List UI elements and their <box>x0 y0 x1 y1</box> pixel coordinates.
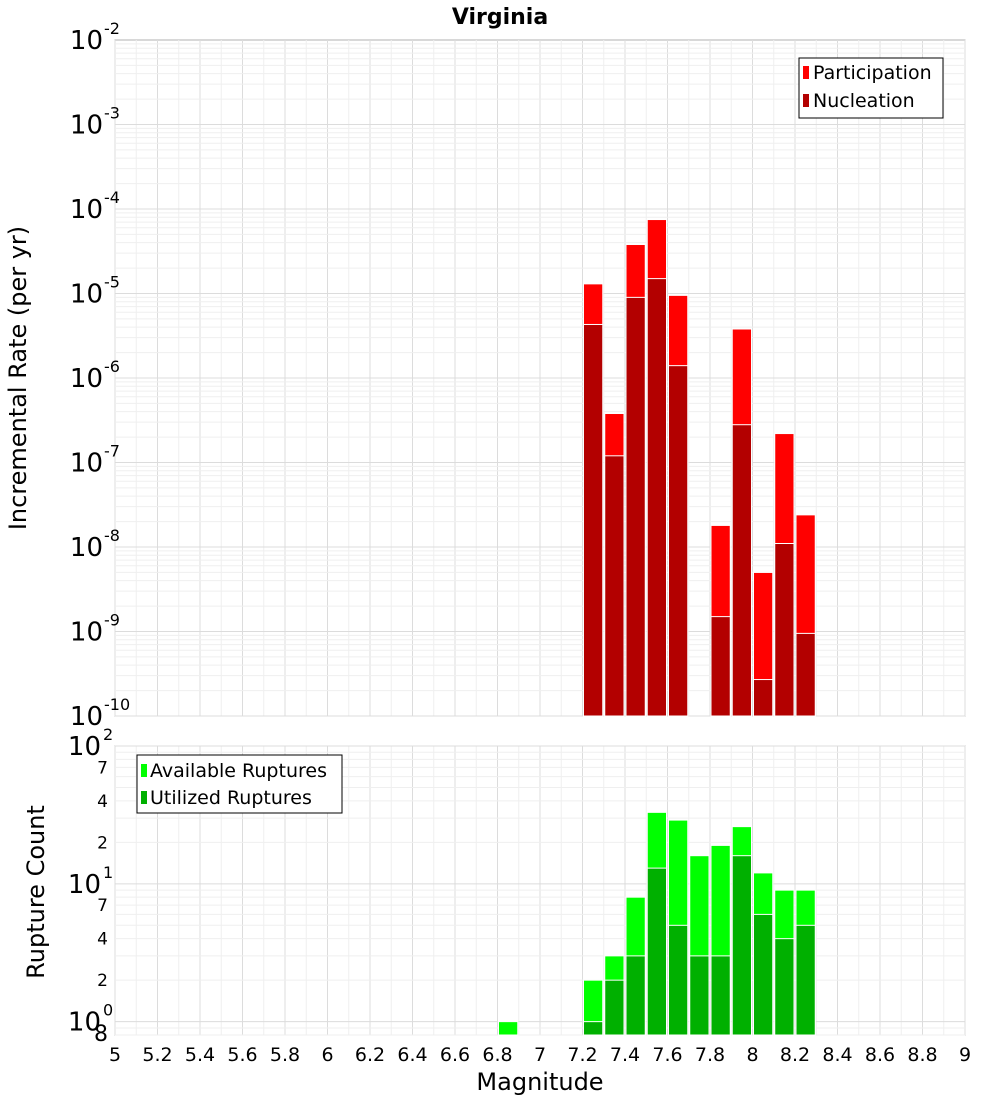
count-bar-utilized-ruptures <box>753 913 774 1036</box>
x-tick-label: 8.2 <box>780 1044 810 1066</box>
x-tick-label: 7.2 <box>567 1044 597 1066</box>
count-bar-utilized-ruptures <box>646 867 667 1036</box>
x-tick-label: 8.6 <box>865 1044 895 1066</box>
rate-y-tick-exponent: -6 <box>104 357 120 376</box>
rate-y-axis-label: Incremental Rate (per yr) <box>4 226 32 530</box>
x-tick-label: 6.4 <box>397 1044 427 1066</box>
x-tick-label: 7.8 <box>695 1044 725 1066</box>
count-y-tick-minor: 4 <box>97 792 108 812</box>
rate-y-tick-exponent: -10 <box>104 695 130 714</box>
count-y-axis-label: Rupture Count <box>22 805 50 979</box>
rate-y-tick-exponent: -2 <box>104 19 120 38</box>
x-tick-label: 5 <box>109 1044 121 1066</box>
rate-y-tick-base: 10 <box>70 618 103 648</box>
count-y-tick-base: 10 <box>68 1008 101 1038</box>
rate-bar-nucleation <box>710 616 731 717</box>
count-y-tick-minor: 2 <box>97 833 108 853</box>
rate-y-tick-base: 10 <box>70 702 103 732</box>
count-bar-utilized-ruptures <box>604 979 625 1036</box>
x-tick-label: 6.8 <box>482 1044 512 1066</box>
rate-bar-nucleation <box>604 455 625 717</box>
count-bar-utilized-ruptures <box>731 855 752 1036</box>
count-bar-utilized-ruptures <box>625 955 646 1036</box>
rate-y-tick-base: 10 <box>70 449 103 479</box>
rate-y-tick-base: 10 <box>70 26 103 56</box>
x-tick-label: 7.4 <box>610 1044 640 1066</box>
count-y-tick-exponent: 1 <box>103 863 113 882</box>
count-y-tick-minor: 7 <box>97 896 108 916</box>
count-y-tick-base: 10 <box>68 870 101 900</box>
count-bar-utilized-ruptures <box>774 938 795 1036</box>
rate-y-tick-exponent: -5 <box>104 273 120 292</box>
count-y-tick-base: 10 <box>68 732 101 762</box>
legend-swatch-nucleation <box>803 94 809 107</box>
x-axis-label: Magnitude <box>476 1068 603 1096</box>
legend-swatch-utilized <box>141 791 147 804</box>
rate-bar-nucleation <box>795 632 816 717</box>
count-y-tick-exponent: 2 <box>103 725 113 744</box>
rate-y-tick-base: 10 <box>70 111 103 141</box>
x-tick-label: 8.4 <box>822 1044 852 1066</box>
count-y-tick-minor: 2 <box>97 971 108 991</box>
legend-label-nucleation: Nucleation <box>813 90 915 112</box>
count-y-tick-minor: 7 <box>97 758 108 778</box>
rate-bar-nucleation <box>646 278 667 717</box>
count-gridlines <box>114 745 966 1036</box>
rate-y-tick-base: 10 <box>70 280 103 310</box>
rate-bar-nucleation <box>668 365 689 717</box>
rate-y-tick-base: 10 <box>70 533 103 563</box>
x-tick-labels: 5 5.2 5.4 5.6 5.8 6 6.2 6.4 6.6 6.8 7 7.2 7.4 7.6 7.8 8… <box>109 1044 971 1066</box>
count-bar-available-ruptures <box>498 1021 519 1036</box>
x-tick-label: 6.2 <box>355 1044 385 1066</box>
x-tick-label: 9 <box>959 1044 971 1066</box>
x-tick-label: 7 <box>534 1044 546 1066</box>
rate-y-tick-base: 10 <box>70 364 103 394</box>
legend-swatch-available <box>141 764 147 777</box>
rate-y-tick-exponent: -8 <box>104 526 120 545</box>
x-tick-label: 5.8 <box>270 1044 300 1066</box>
rate-bar-nucleation <box>625 296 646 717</box>
count-y-tick-exponent: 0 <box>103 1001 113 1020</box>
count-legend: Available Ruptures Utilized Ruptures <box>136 754 343 814</box>
rate-bar-nucleation <box>583 323 604 717</box>
count-bar-utilized-ruptures <box>583 1021 604 1036</box>
count-y-tick-minor: 4 <box>97 930 108 950</box>
rate-gridlines <box>114 40 966 717</box>
rate-y-tick-exponent: -7 <box>104 442 120 461</box>
rate-legend: Participation Nucleation <box>798 57 944 119</box>
rate-y-tick-base: 10 <box>70 195 103 225</box>
rate-y-tick-exponent: -9 <box>104 611 120 630</box>
rate-bar-nucleation <box>753 679 774 717</box>
rate-bars <box>583 219 816 717</box>
legend-label-available: Available Ruptures <box>150 760 327 782</box>
rate-bar-nucleation <box>774 543 795 717</box>
x-tick-label: 5.2 <box>142 1044 172 1066</box>
x-tick-label: 6.6 <box>440 1044 470 1066</box>
x-tick-label: 5.6 <box>227 1044 257 1066</box>
count-bar-utilized-ruptures <box>710 955 731 1036</box>
count-y-tick-minor: 8 <box>94 1022 108 1047</box>
rate-y-tick-exponent: -4 <box>104 188 120 207</box>
x-tick-label: 5.4 <box>185 1044 215 1066</box>
legend-label-utilized: Utilized Ruptures <box>150 787 312 809</box>
legend-label-participation: Participation <box>813 62 932 84</box>
x-tick-label: 7.6 <box>652 1044 682 1066</box>
count-bar-utilized-ruptures <box>795 924 816 1036</box>
x-tick-label: 8.8 <box>907 1044 937 1066</box>
rate-bar-nucleation <box>731 424 752 717</box>
count-bars <box>498 811 816 1036</box>
x-tick-label: 6 <box>321 1044 333 1066</box>
x-tick-label: 8 <box>746 1044 758 1066</box>
rate-y-tick-exponent: -3 <box>104 104 120 123</box>
legend-swatch-participation <box>803 66 809 79</box>
count-bar-utilized-ruptures <box>668 924 689 1036</box>
count-bar-utilized-ruptures <box>689 955 710 1036</box>
chart-title: Virginia <box>452 5 548 30</box>
